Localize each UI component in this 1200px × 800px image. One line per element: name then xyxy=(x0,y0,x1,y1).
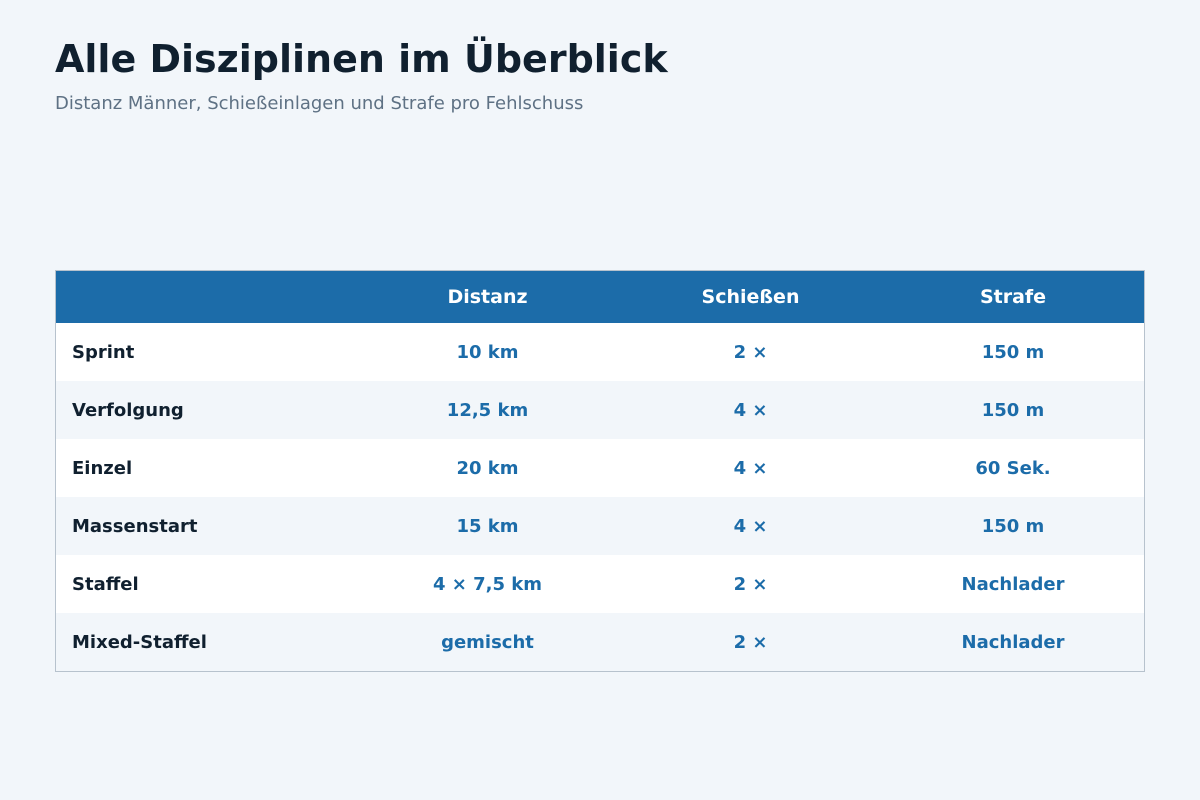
table-row: Mixed-Staffel gemischt 2 × Nachlader xyxy=(56,613,1144,671)
discipline-name-cell: Mixed-Staffel xyxy=(72,631,207,653)
discipline-name-cell: Einzel xyxy=(72,457,133,479)
page-title: Alle Disziplinen im Überblick xyxy=(55,37,668,81)
table-header-row: Distanz Schießen Strafe xyxy=(56,271,1144,323)
distance-cell: gemischt xyxy=(441,631,534,653)
header-cell-penalty: Strafe xyxy=(979,286,1047,308)
shooting-cell: 2 × xyxy=(733,573,768,595)
shooting-cell: 4 × xyxy=(733,399,768,421)
page-subtitle: Distanz Männer, Schießeinlagen und Straf… xyxy=(55,93,584,114)
table-row: Massenstart 15 km 4 × 150 m xyxy=(56,497,1144,555)
disciplines-table-container: Distanz Schießen Strafe Sprint 10 km 2 ×… xyxy=(55,270,1145,672)
penalty-cell: 60 Sek. xyxy=(975,457,1051,479)
distance-cell: 12,5 km xyxy=(446,399,529,421)
penalty-cell: 150 m xyxy=(981,399,1045,421)
shooting-cell: 4 × xyxy=(733,515,768,537)
table-row: Einzel 20 km 4 × 60 Sek. xyxy=(56,439,1144,497)
shooting-cell: 4 × xyxy=(733,457,768,479)
penalty-cell: 150 m xyxy=(981,341,1045,363)
header-cell-shooting: Schießen xyxy=(701,286,800,308)
penalty-cell: Nachlader xyxy=(961,573,1065,595)
table-body: Sprint 10 km 2 × 150 m Verfolgung 12,5 k… xyxy=(56,323,1144,671)
table-row: Verfolgung 12,5 km 4 × 150 m xyxy=(56,381,1144,439)
distance-cell: 15 km xyxy=(456,515,519,537)
table-row: Sprint 10 km 2 × 150 m xyxy=(56,323,1144,381)
penalty-cell: Nachlader xyxy=(961,631,1065,653)
disciplines-table: Distanz Schießen Strafe Sprint 10 km 2 ×… xyxy=(56,271,1144,671)
table-row: Staffel 4 × 7,5 km 2 × Nachlader xyxy=(56,555,1144,613)
discipline-name-cell: Sprint xyxy=(72,341,135,363)
penalty-cell: 150 m xyxy=(981,515,1045,537)
discipline-name-cell: Staffel xyxy=(72,573,139,595)
header-cell-distance: Distanz xyxy=(447,286,528,308)
discipline-name-cell: Massenstart xyxy=(72,515,198,537)
distance-cell: 20 km xyxy=(456,457,519,479)
distance-cell: 10 km xyxy=(456,341,519,363)
shooting-cell: 2 × xyxy=(733,631,768,653)
discipline-name-cell: Verfolgung xyxy=(72,399,184,421)
table-header: Distanz Schießen Strafe xyxy=(56,271,1144,323)
shooting-cell: 2 × xyxy=(733,341,768,363)
distance-cell: 4 × 7,5 km xyxy=(432,573,543,595)
header-cell-discipline xyxy=(56,271,356,323)
